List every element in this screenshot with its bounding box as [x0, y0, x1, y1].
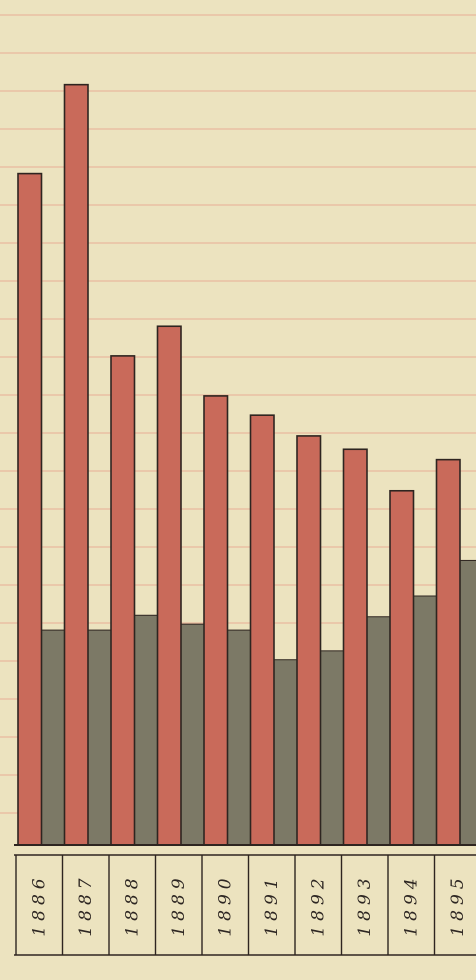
- bar-gray-1891: [272, 659, 299, 846]
- bar-gray-1887: [86, 629, 113, 846]
- bar-red-1887: [63, 83, 89, 846]
- bar-gray-1890: [226, 629, 252, 846]
- bar-gray-1893: [365, 616, 392, 846]
- bar-gray-1886: [40, 629, 66, 846]
- bar-red-1889: [156, 325, 182, 846]
- bar-gray-1888: [133, 614, 159, 846]
- tick-label-1892: 1892: [308, 873, 328, 936]
- bar-gray-1889: [179, 623, 206, 846]
- bars: [17, 83, 476, 846]
- bar-red-1893: [342, 448, 368, 846]
- bar-red-1894: [389, 489, 415, 846]
- bar-red-1888: [110, 355, 136, 846]
- bar-gray-1894: [412, 595, 438, 846]
- tick-label-1886: 1886: [29, 873, 49, 936]
- tick-label-1889: 1889: [169, 873, 189, 936]
- tick-label-1891: 1891: [262, 873, 282, 936]
- bar-red-1891: [249, 414, 275, 846]
- bar-gray-1892: [319, 650, 345, 846]
- tick-label-1895: 1895: [448, 873, 468, 936]
- bar-red-1890: [203, 395, 229, 846]
- tick-label-1888: 1888: [122, 873, 142, 936]
- bar-red-1895: [435, 458, 461, 846]
- bar-red-1892: [296, 435, 322, 846]
- bar-gray-1895: [458, 559, 476, 846]
- tick-label-1894: 1894: [401, 873, 421, 936]
- tick-label-1887: 1887: [76, 873, 96, 936]
- tick-label-1890: 1890: [215, 873, 235, 936]
- category-axis: 1886 1887 1888 1889 1890 1891 1892 1893 1894 1895: [14, 844, 476, 956]
- tick-label-1893: 1893: [355, 873, 375, 936]
- bar-red-1886: [17, 172, 43, 846]
